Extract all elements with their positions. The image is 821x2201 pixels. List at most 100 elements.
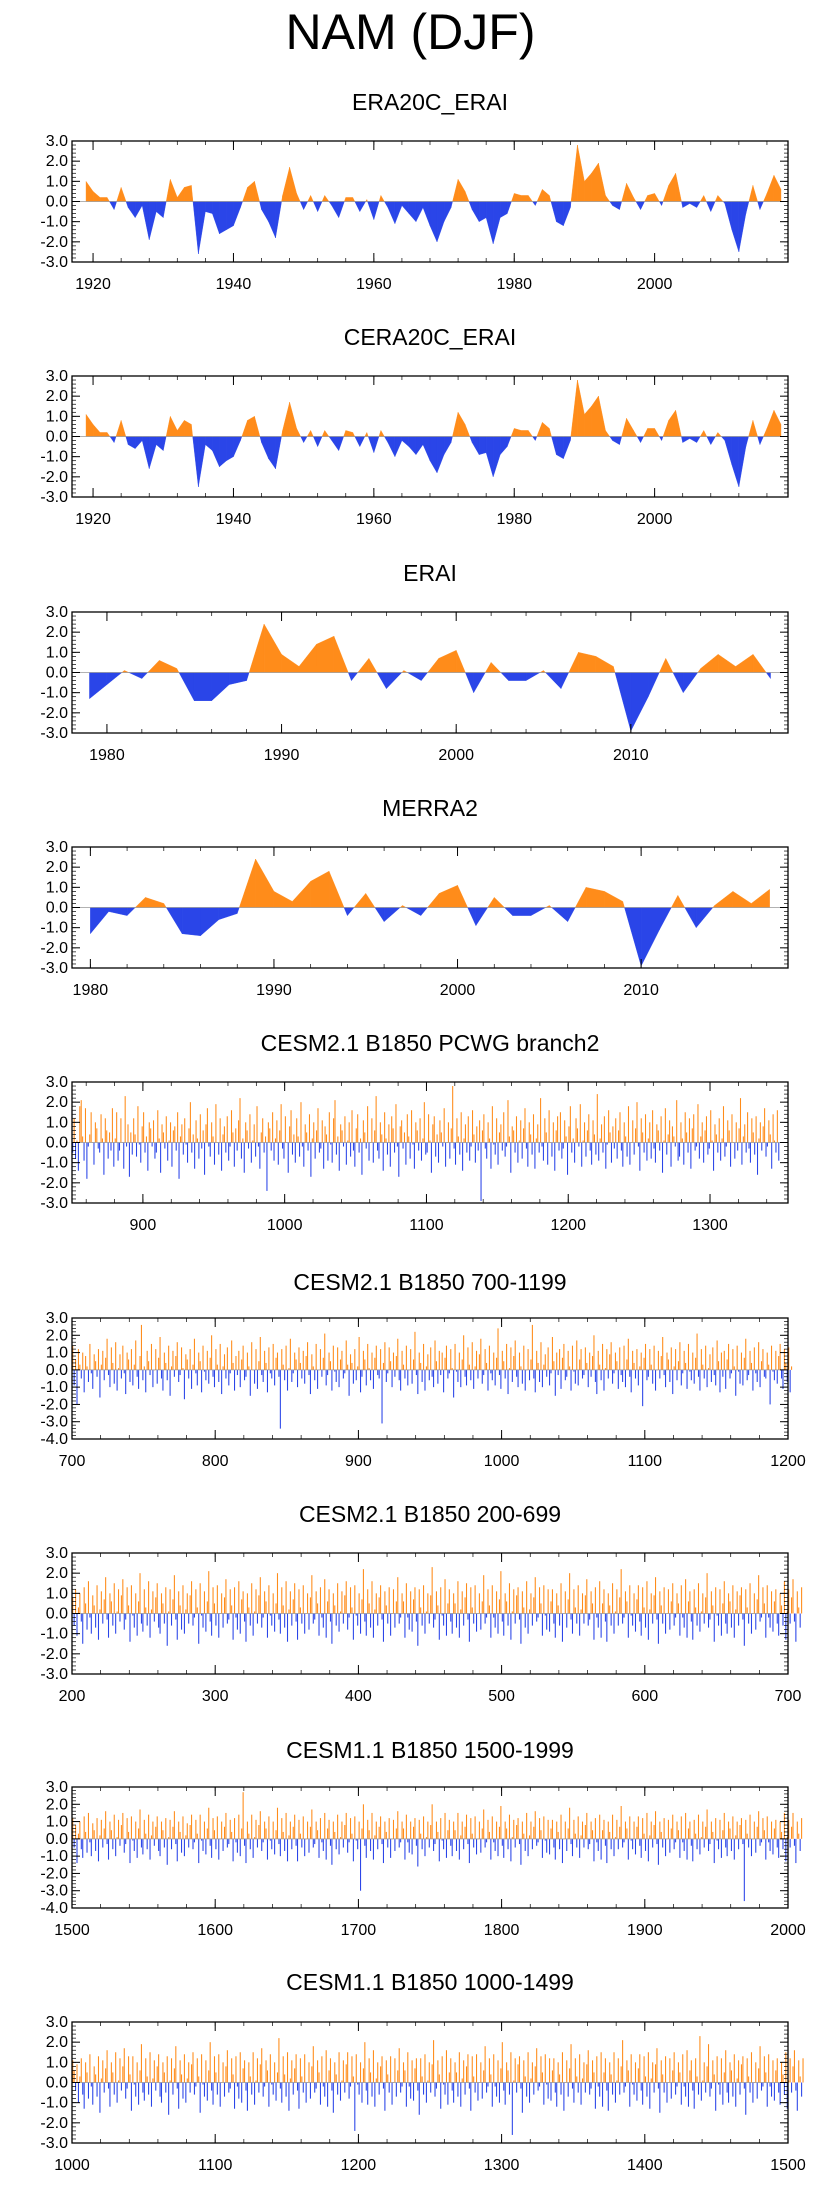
data-bar	[158, 2054, 160, 2083]
data-bar	[249, 1613, 251, 1626]
data-bar	[541, 1142, 543, 1147]
data-bar	[702, 1364, 704, 1370]
data-bar	[617, 1369, 619, 1389]
data-bar	[481, 1130, 483, 1143]
data-bar	[96, 2082, 98, 2097]
area-segment	[613, 666, 616, 673]
data-bar	[520, 1366, 522, 1370]
chart-panel-5: CESM2.1 B1850 700-11993.02.01.00.0-1.0-2…	[40, 1269, 805, 1470]
data-bar	[589, 1838, 591, 1845]
data-bar	[404, 2070, 406, 2083]
data-bar	[455, 2072, 458, 2083]
area-segment	[584, 172, 592, 202]
data-bar	[576, 1613, 578, 1624]
area-segment	[383, 907, 401, 923]
data-bar	[524, 1838, 526, 1851]
data-bar	[559, 2074, 561, 2083]
data-bar	[232, 1838, 234, 1862]
data-bar	[474, 2082, 476, 2093]
data-bar	[487, 1589, 489, 1614]
data-bar	[778, 2082, 780, 2093]
data-bar	[430, 1347, 432, 1370]
data-bar	[521, 1369, 523, 1384]
data-bar	[695, 2058, 697, 2083]
data-bar	[796, 2082, 798, 2111]
data-bar	[388, 1347, 390, 1370]
data-bar	[723, 1581, 725, 1614]
data-bar	[778, 1613, 780, 1636]
data-bar	[120, 1825, 122, 1839]
data-bar	[367, 1106, 369, 1143]
y-tick-label: 2.0	[46, 1796, 68, 1813]
data-bar	[781, 1605, 783, 1614]
area-segment	[312, 201, 318, 212]
data-bar	[93, 2066, 95, 2083]
x-tick-label: 2010	[623, 982, 659, 999]
data-bar	[384, 2082, 386, 2111]
data-bar	[166, 1613, 168, 1646]
data-bar	[429, 1140, 431, 1143]
data-bar	[195, 2082, 197, 2087]
data-bar	[253, 1124, 255, 1143]
data-bar	[775, 1589, 777, 1614]
data-bar	[415, 1613, 417, 1622]
data-bar	[339, 1359, 342, 1370]
area-segment	[499, 201, 508, 218]
area-segment	[549, 195, 552, 202]
data-bar	[759, 1122, 761, 1143]
data-bar	[106, 1613, 108, 1620]
data-bar	[765, 2072, 767, 2083]
data-bar	[455, 1613, 458, 1628]
data-bar	[335, 1613, 337, 1626]
data-bar	[388, 2082, 390, 2093]
area-segment	[387, 201, 396, 224]
data-bar	[321, 1838, 323, 1843]
data-bar	[454, 1603, 456, 1614]
data-bar	[288, 1609, 290, 1614]
data-bar	[272, 1112, 274, 1143]
data-bar	[365, 1142, 367, 1149]
data-bar	[235, 2056, 237, 2083]
data-bar	[513, 1356, 515, 1370]
data-bar	[209, 1142, 211, 1157]
data-bar	[331, 1142, 333, 1163]
data-bar	[335, 1838, 337, 1850]
data-bar	[212, 1587, 214, 1614]
data-bar	[327, 1369, 329, 1376]
data-bar	[594, 1587, 596, 1614]
y-tick-label: -1.0	[40, 449, 68, 466]
data-bar	[740, 1587, 742, 1614]
data-bar	[199, 1361, 201, 1370]
data-bar	[504, 1593, 506, 1614]
data-bar	[437, 1142, 440, 1163]
data-bar	[186, 1359, 188, 1370]
data-bar	[561, 1838, 563, 1864]
data-bar	[184, 1118, 186, 1143]
data-bar	[533, 1826, 535, 1839]
data-bar	[620, 1369, 622, 1376]
area-segment	[380, 194, 385, 202]
area-segment	[640, 907, 660, 967]
y-tick-label: 2.0	[46, 153, 68, 170]
data-bar	[609, 1605, 611, 1614]
data-bar	[279, 1130, 281, 1143]
data-bar	[493, 2054, 495, 2083]
area-segment	[585, 887, 605, 908]
area-segment	[724, 436, 733, 465]
data-bar	[695, 1833, 697, 1839]
data-bar	[188, 1128, 190, 1143]
data-bar	[136, 1838, 138, 1858]
data-bar	[391, 1369, 393, 1388]
data-bar	[431, 1567, 433, 1614]
data-bar	[606, 1349, 608, 1370]
data-bar	[332, 1593, 334, 1614]
data-bar	[276, 2072, 279, 2083]
chart-title: CESM2.1 B1850 200-699	[299, 1501, 561, 1527]
data-bar	[530, 2078, 532, 2083]
data-bar	[781, 1369, 783, 1379]
data-bar	[279, 1838, 281, 1857]
area-segment	[373, 201, 380, 220]
data-bar	[248, 1366, 250, 1370]
data-bar	[173, 2068, 175, 2083]
data-bar	[730, 1613, 732, 1628]
